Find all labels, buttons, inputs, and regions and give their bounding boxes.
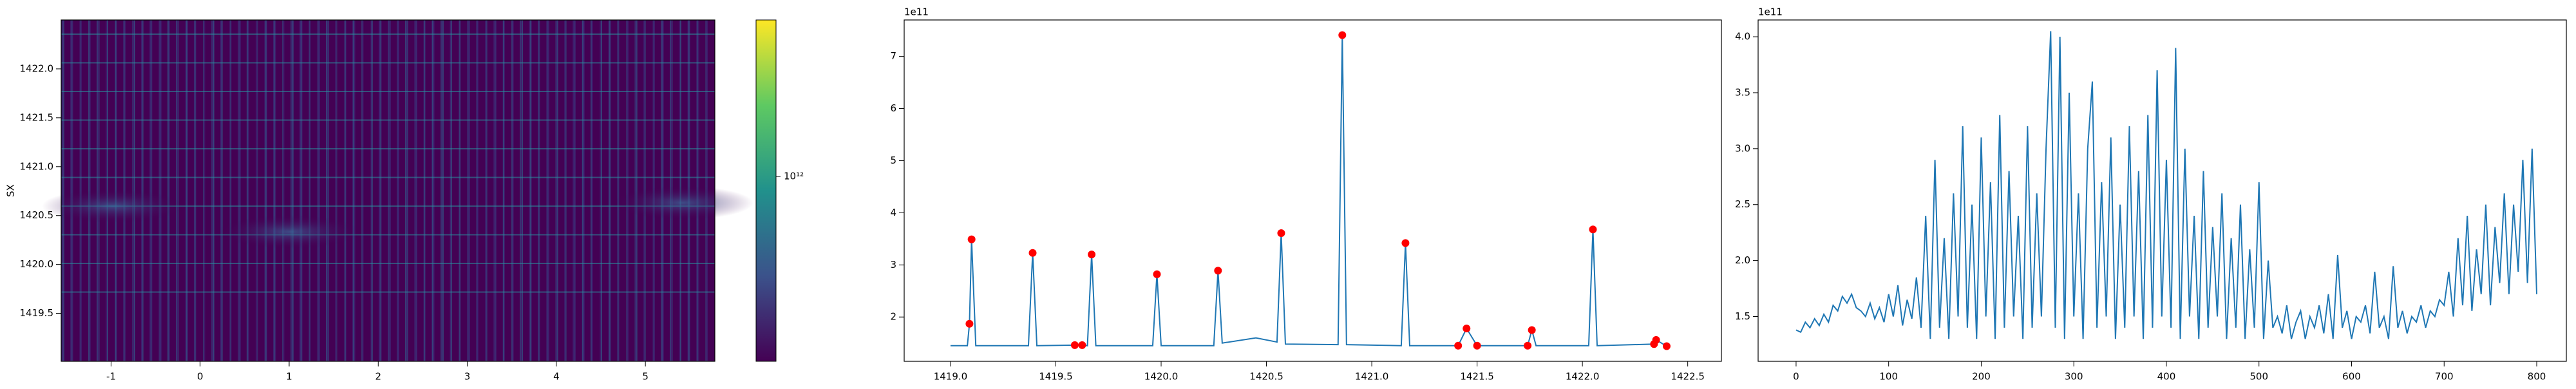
axes-frame xyxy=(61,19,715,362)
offset-text: 1e11 xyxy=(904,6,929,18)
peak-marker xyxy=(1524,341,1532,350)
y-tick-label: 5 xyxy=(890,155,896,166)
y-tick-label: 1421.5 xyxy=(20,111,54,123)
x-tick-label: 4 xyxy=(553,371,560,383)
data-line xyxy=(1795,31,2537,339)
peak-marker xyxy=(1338,31,1347,39)
peak-marker xyxy=(1652,336,1660,344)
x-tick-label: 500 xyxy=(2249,371,2268,383)
colorbar xyxy=(755,19,777,362)
y-tick-label: 1.5 xyxy=(1735,310,1750,322)
peak-marker xyxy=(965,319,974,328)
x-tick-label: 1419.0 xyxy=(934,371,968,383)
y-tick-label: 4.0 xyxy=(1735,31,1750,43)
x-tick-label: 1 xyxy=(286,371,292,383)
y-tick-label: 1420.0 xyxy=(20,258,54,270)
axes-frame xyxy=(904,19,1722,362)
x-tick-label: 2 xyxy=(375,371,382,383)
x-tick-label: 100 xyxy=(1879,371,1898,383)
x-tick-label: 1419.5 xyxy=(1039,371,1073,383)
x-tick-label: 1421.0 xyxy=(1355,371,1389,383)
y-tick-label: 2.0 xyxy=(1735,254,1750,266)
x-tick-label: 5 xyxy=(642,371,649,383)
y-tick-label: 4 xyxy=(890,207,896,218)
offset-text: 1e11 xyxy=(1758,6,1783,18)
y-tick-label: 6 xyxy=(890,102,896,114)
peak-marker xyxy=(1454,341,1463,350)
y-tick-label: 1420.5 xyxy=(20,209,54,221)
peak-marker xyxy=(1528,326,1536,334)
colorbar-tick-label: 10¹² xyxy=(784,171,804,182)
x-tick-label: 300 xyxy=(2065,371,2083,383)
x-tick-label: 1420.5 xyxy=(1249,371,1283,383)
axes-frame xyxy=(1757,19,2567,362)
peak-marker xyxy=(1088,251,1096,259)
peak-marker xyxy=(967,235,976,243)
peak-marker xyxy=(1214,267,1222,275)
peak-marker xyxy=(1153,270,1161,278)
y-tick-label: 3.5 xyxy=(1735,86,1750,98)
heatmap-texture xyxy=(42,20,753,361)
x-tick-label: 200 xyxy=(1972,371,1991,383)
heatmap-blob xyxy=(612,186,753,220)
data-line xyxy=(950,35,1667,347)
y-tick-label: 3.0 xyxy=(1735,142,1750,154)
x-tick-label: 800 xyxy=(2528,371,2546,383)
peak-marker xyxy=(1401,239,1410,247)
x-tick-label: 1421.5 xyxy=(1460,371,1494,383)
y-tick-label: 7 xyxy=(890,50,896,62)
y-tick-label: 1419.5 xyxy=(20,307,54,319)
x-tick-label: 0 xyxy=(1793,371,1799,383)
y-tick-label: 2 xyxy=(890,311,896,323)
peak-marker xyxy=(1028,249,1037,257)
heatmap-blob xyxy=(219,215,361,249)
x-tick-label: 3 xyxy=(464,371,471,383)
y-tick-label: 1422.0 xyxy=(20,62,54,74)
x-tick-label: 1422.0 xyxy=(1566,371,1600,383)
y-tick-label: 2.5 xyxy=(1735,198,1750,210)
x-tick-label: 700 xyxy=(2435,371,2454,383)
peak-marker xyxy=(1473,341,1481,350)
x-tick-label: -1 xyxy=(106,371,116,383)
peak-marker xyxy=(1662,342,1671,350)
heatmap-blob xyxy=(42,189,184,223)
y-tick-label: 3 xyxy=(890,259,896,270)
x-tick-label: 600 xyxy=(2342,371,2361,383)
peak-marker xyxy=(1463,325,1471,333)
x-tick-label: 400 xyxy=(2157,371,2176,383)
x-tick-label: 1422.5 xyxy=(1671,371,1705,383)
peak-marker xyxy=(1589,225,1597,234)
peak-marker xyxy=(1078,341,1086,349)
y-tick-label: 1421.0 xyxy=(20,160,54,172)
peak-marker xyxy=(1070,341,1079,349)
x-tick-label: 0 xyxy=(197,371,204,383)
peak-marker xyxy=(1277,229,1285,237)
y-axis-label: SX xyxy=(5,184,17,197)
x-tick-label: 1420.0 xyxy=(1144,371,1179,383)
